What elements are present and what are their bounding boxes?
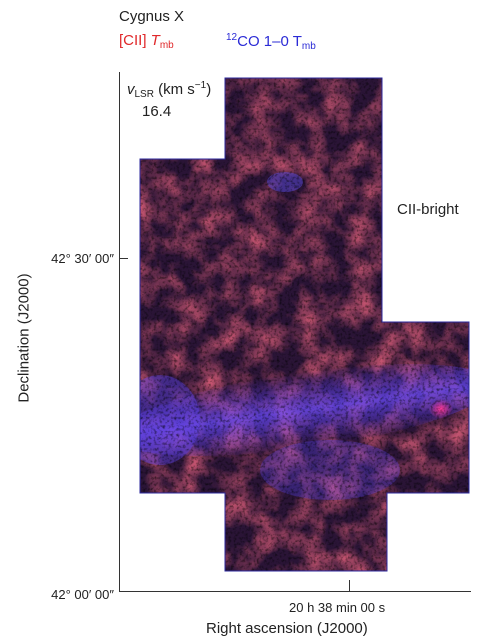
legend-co: 12CO 1–0 Tmb [226,32,316,52]
legend-cii-italic: T [150,32,160,49]
x-tick-label: 20 h 38 min 00 s [289,600,386,615]
map-noise [140,78,469,571]
legend-co-main: CO 1–0 T [237,33,302,50]
velocity-unit-close: ) [206,81,212,98]
x-axis-label: Right ascension (J2000) [206,620,368,637]
chart-title: Cygnus X [119,8,185,25]
velocity-value: 16.4 [142,103,172,120]
x-tick [349,580,350,592]
y-tick-label-upper: 42° 30′ 00″ [51,251,114,266]
legend-co-sup: 12 [226,32,238,43]
map-outline [139,77,470,572]
legend-cii: [CII] Tmb [119,32,174,51]
legend-co-sub: mb [301,41,316,52]
plot-frame [119,72,471,592]
velocity-unit: (km s [153,81,195,98]
y-axis-label: Declination (J2000) [15,273,33,403]
velocity-sub: LSR [134,89,154,100]
y-tick-label-lower: 42° 00′ 00″ [51,587,114,602]
region-label: CII-bright [397,201,459,218]
legend-cii-sub: mb [159,40,174,51]
y-tick-upper [119,258,128,259]
legend-cii-main: [CII] [119,32,151,49]
velocity-label: vLSR (km s−1) [127,80,211,100]
map-image [140,78,469,571]
velocity-symbol: v [127,81,135,98]
velocity-unit-sup: −1 [194,80,207,91]
